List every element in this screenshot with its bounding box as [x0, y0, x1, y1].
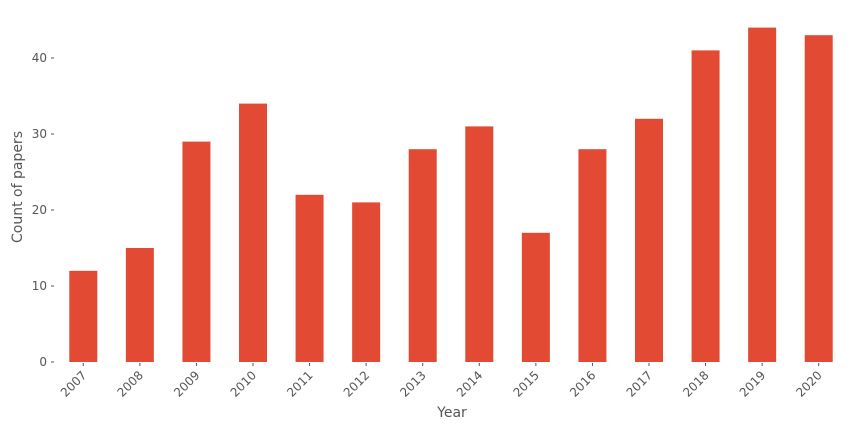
x-tick-label: 2016: [567, 368, 598, 399]
y-tick-label: 0: [39, 355, 47, 369]
x-tick-label: 2012: [341, 368, 372, 399]
x-tick-label: 2018: [680, 368, 711, 399]
x-tick-label: 2008: [114, 368, 145, 399]
x-tick-label: 2010: [228, 368, 259, 399]
x-tick-label: 2015: [510, 368, 541, 399]
bar-2014: [465, 126, 494, 363]
bar-2016: [578, 149, 607, 362]
x-axis-label: Year: [436, 405, 467, 421]
bar-2010: [239, 103, 267, 362]
x-tick-label: 2019: [737, 368, 768, 399]
x-tick-label: 2013: [397, 368, 428, 399]
x-axis: 2007 2008 2009 2010 2011 2012 2013 2014 2015 2016…: [58, 363, 825, 400]
bar-2007: [69, 270, 98, 362]
x-tick-label: 2020: [793, 368, 824, 399]
bar-2008: [125, 248, 154, 362]
y-tick-label: 40: [32, 51, 47, 65]
bar-2015: [521, 232, 550, 362]
y-axis: 0 10 20 30 40: [32, 51, 54, 369]
y-tick-label: 10: [32, 279, 47, 293]
x-tick-label: 2017: [624, 368, 655, 399]
bar-2011: [295, 194, 324, 362]
bar-2013: [408, 149, 437, 362]
y-tick-label: 30: [32, 127, 47, 141]
bar-2017: [635, 118, 663, 362]
bar-2012: [352, 202, 381, 362]
bar-2020: [804, 35, 833, 362]
bar-2018: [691, 50, 720, 363]
x-tick-label: 2009: [171, 368, 202, 399]
x-tick-label: 2011: [284, 368, 315, 399]
y-axis-label: Count of papers: [10, 131, 26, 243]
x-tick-label: 2014: [454, 368, 485, 399]
x-tick-label: 2007: [58, 368, 89, 399]
bars: [69, 27, 833, 363]
y-tick-label: 20: [32, 203, 47, 217]
bar-2019: [748, 27, 777, 362]
bar-2009: [182, 141, 211, 362]
